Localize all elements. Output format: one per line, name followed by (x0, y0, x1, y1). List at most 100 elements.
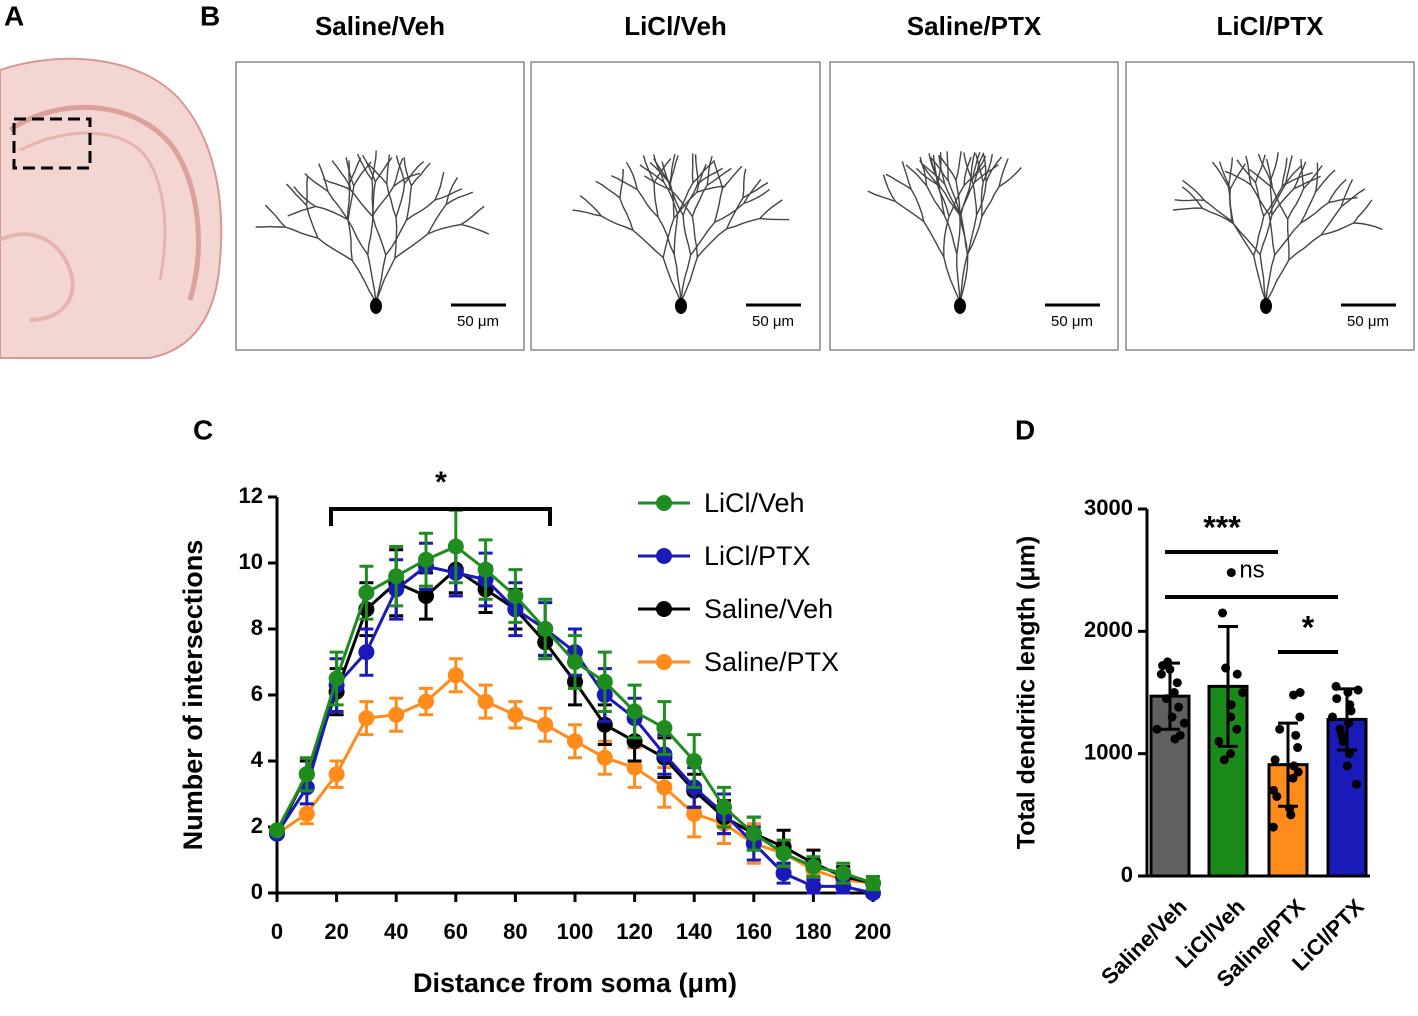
dendrite (694, 154, 699, 184)
data-point (1174, 702, 1184, 712)
data-point (1275, 724, 1285, 734)
dendrite (579, 195, 602, 217)
dendrite (372, 185, 395, 215)
dendrite (973, 153, 984, 183)
dendrite (1271, 187, 1289, 220)
data-point (1172, 678, 1182, 688)
dendrite (1224, 170, 1252, 186)
dendrite (910, 188, 925, 222)
dendrite (346, 219, 369, 256)
dendrite (1254, 154, 1266, 183)
dendrite (1288, 234, 1322, 261)
dendrite (403, 157, 413, 186)
dendrite (1271, 188, 1295, 216)
data-point (1351, 779, 1361, 789)
dendrite (759, 217, 790, 221)
dendrite (385, 219, 408, 256)
marker (567, 733, 583, 750)
dendrite (1227, 157, 1233, 187)
dendrite (386, 183, 397, 218)
marker (507, 588, 524, 604)
scale-label: 50 μm (457, 313, 499, 330)
tracing-box (829, 61, 1119, 351)
dendrite (1300, 202, 1329, 224)
dendrite (367, 214, 374, 255)
dendrite (1174, 199, 1205, 202)
dendrite (572, 209, 602, 217)
x-tick-label: 0 (271, 919, 283, 944)
legend-label: LiCl/Veh (704, 488, 805, 518)
dendrite (743, 178, 762, 204)
dendrite (925, 185, 945, 216)
dendrite (669, 183, 684, 216)
x-tick-label: 20 (324, 919, 348, 944)
dendrite (305, 205, 319, 239)
tracing-title: Saline/Veh (315, 11, 445, 41)
dendrite (1253, 255, 1267, 303)
dendrite (726, 217, 760, 230)
marker (656, 720, 673, 736)
marker (388, 568, 405, 585)
y-tick-label: 6 (251, 681, 263, 706)
dendrite (1181, 186, 1203, 209)
marker (418, 693, 434, 710)
error-bar (1278, 721, 1298, 808)
dendrite (713, 160, 724, 189)
tracing-panels: Saline/Veh 50 μm LiCl/Veh 50 μm Saline/PTX 50… (235, 11, 1415, 351)
marker (447, 538, 464, 555)
dendrite (619, 168, 624, 199)
y-tick-label: 8 (251, 615, 263, 640)
dendrite (351, 260, 377, 303)
tracing-title: LiCl/Veh (624, 11, 727, 41)
dendrite (901, 161, 912, 190)
dendrite (682, 183, 699, 216)
y-tick-label: 2000 (1084, 617, 1133, 642)
dendrite (680, 254, 692, 303)
dendrite (669, 154, 676, 184)
data-point (1289, 690, 1299, 700)
dendrite (367, 254, 377, 303)
y-axis-label: Total dendritic length (μm) (1013, 536, 1041, 849)
error-bar (1337, 687, 1357, 752)
dendrite (1202, 207, 1234, 225)
marker (626, 759, 643, 776)
marker (745, 825, 762, 842)
marker (537, 621, 554, 637)
legend-label: Saline/PTX (704, 647, 839, 677)
tracing-title: Saline/PTX (907, 11, 1042, 41)
x-tick-label: 160 (735, 919, 772, 944)
dendrite (1315, 169, 1336, 193)
dendrite (427, 223, 462, 235)
dendrite (1259, 254, 1267, 303)
dendrite (985, 156, 1003, 183)
series (269, 508, 881, 892)
dendrite (759, 199, 783, 219)
dendrite (955, 180, 961, 215)
marker (835, 865, 852, 882)
dendrite (365, 162, 388, 185)
dendrite (1265, 254, 1276, 303)
dendrite (1218, 161, 1231, 190)
dendrite (657, 216, 675, 255)
dendrite (619, 197, 634, 231)
y-tick-label: 12 (239, 483, 263, 508)
dendrite (1257, 153, 1272, 182)
marker (716, 799, 732, 816)
dendrite (642, 155, 655, 184)
dendrite (691, 184, 708, 217)
marker (477, 561, 494, 578)
marker (656, 779, 673, 796)
data-point (1226, 568, 1236, 578)
dendrite (714, 188, 724, 223)
dendrite (653, 154, 665, 183)
dendrite (405, 185, 413, 221)
dendrite (346, 184, 351, 220)
panel-label: D (1015, 414, 1035, 445)
dendrite (1293, 175, 1321, 190)
panel-label: B (200, 0, 220, 31)
dendrite (1232, 223, 1261, 255)
dendrite (959, 254, 969, 303)
data-point (1270, 755, 1280, 765)
x-tick-label: 140 (676, 919, 713, 944)
dendrite (696, 164, 707, 193)
